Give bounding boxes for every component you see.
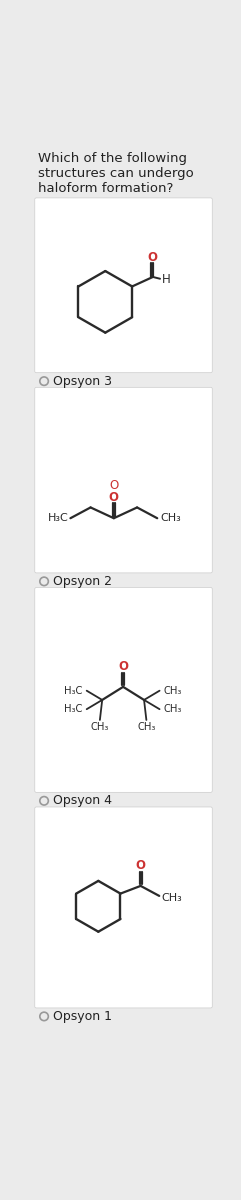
Text: O: O xyxy=(118,660,128,673)
Text: Opsyon 4: Opsyon 4 xyxy=(53,794,112,808)
Text: O: O xyxy=(136,859,146,872)
Text: CH₃: CH₃ xyxy=(160,514,181,523)
Text: Which of the following
structures can undergo
haloform formation?: Which of the following structures can un… xyxy=(38,151,194,194)
Text: CH₃: CH₃ xyxy=(137,722,155,732)
Text: O: O xyxy=(147,251,157,264)
FancyBboxPatch shape xyxy=(35,198,212,373)
Text: H₃C: H₃C xyxy=(64,704,83,714)
Text: O: O xyxy=(109,491,119,504)
Text: O: O xyxy=(109,479,118,492)
Text: CH₃: CH₃ xyxy=(91,722,109,732)
Text: Opsyon 3: Opsyon 3 xyxy=(53,374,112,388)
FancyBboxPatch shape xyxy=(35,806,212,1008)
Text: H₃C: H₃C xyxy=(64,685,83,696)
Text: H₃C: H₃C xyxy=(48,514,69,523)
Text: CH₃: CH₃ xyxy=(163,704,182,714)
Text: H: H xyxy=(162,274,170,286)
Text: Opsyon 2: Opsyon 2 xyxy=(53,575,112,588)
Text: Opsyon 1: Opsyon 1 xyxy=(53,1010,112,1022)
FancyBboxPatch shape xyxy=(35,588,212,792)
FancyBboxPatch shape xyxy=(35,388,212,572)
Text: CH₃: CH₃ xyxy=(163,685,182,696)
Text: CH₃: CH₃ xyxy=(161,893,182,904)
